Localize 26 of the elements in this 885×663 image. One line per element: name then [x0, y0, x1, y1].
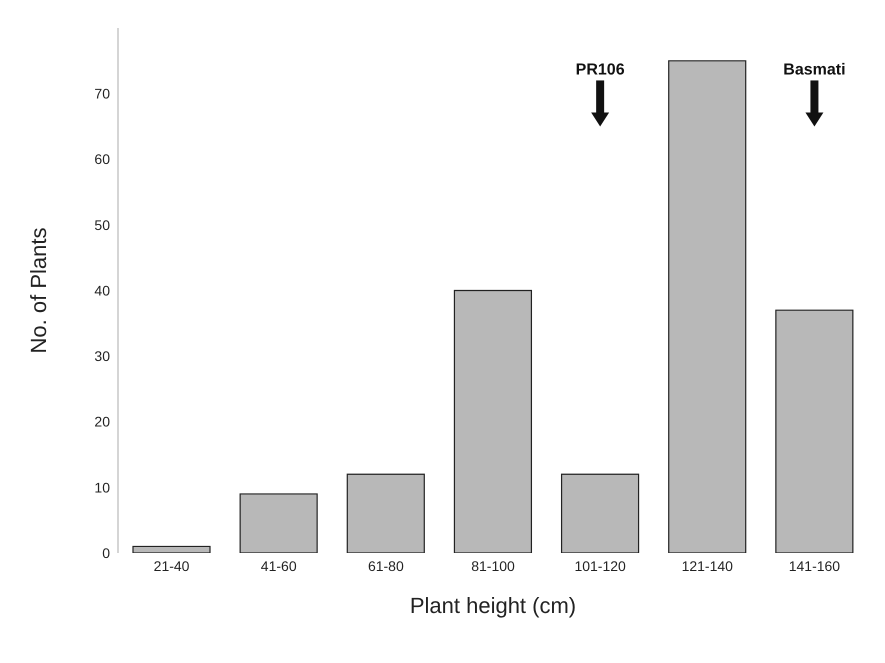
bar: [132, 546, 211, 553]
y-tick-label: 0: [102, 544, 110, 561]
x-axis-title: Plant height (cm): [410, 593, 576, 618]
y-tick-label: 30: [94, 348, 110, 364]
y-tick-label: 60: [94, 151, 110, 168]
y-axis-title: No. of Plants: [26, 228, 51, 354]
x-tick-label: 21-40: [154, 558, 190, 574]
y-tick-label: 40: [94, 282, 110, 298]
y-tick-label: 10: [94, 479, 110, 496]
annotation: Basmati: [783, 61, 846, 78]
bar: [454, 290, 532, 553]
x-tick-label: 141-160: [788, 558, 840, 574]
y-tick-label: 70: [94, 86, 110, 102]
x-tick-label: 41-60: [260, 558, 297, 574]
y-tick-label: 50: [94, 216, 110, 233]
bar: [668, 60, 746, 553]
y-tick-label: 20: [94, 414, 110, 430]
bar: [775, 310, 854, 553]
bar: [560, 474, 640, 553]
x-tick-label: 61-80: [368, 558, 404, 574]
annotation: PR106: [576, 61, 625, 78]
bar: [346, 474, 425, 553]
x-tick-label: 101-120: [574, 558, 626, 574]
bar: [240, 493, 318, 553]
x-tick-label: 121-140: [682, 558, 734, 574]
x-tick-label: 81-100: [471, 558, 516, 574]
